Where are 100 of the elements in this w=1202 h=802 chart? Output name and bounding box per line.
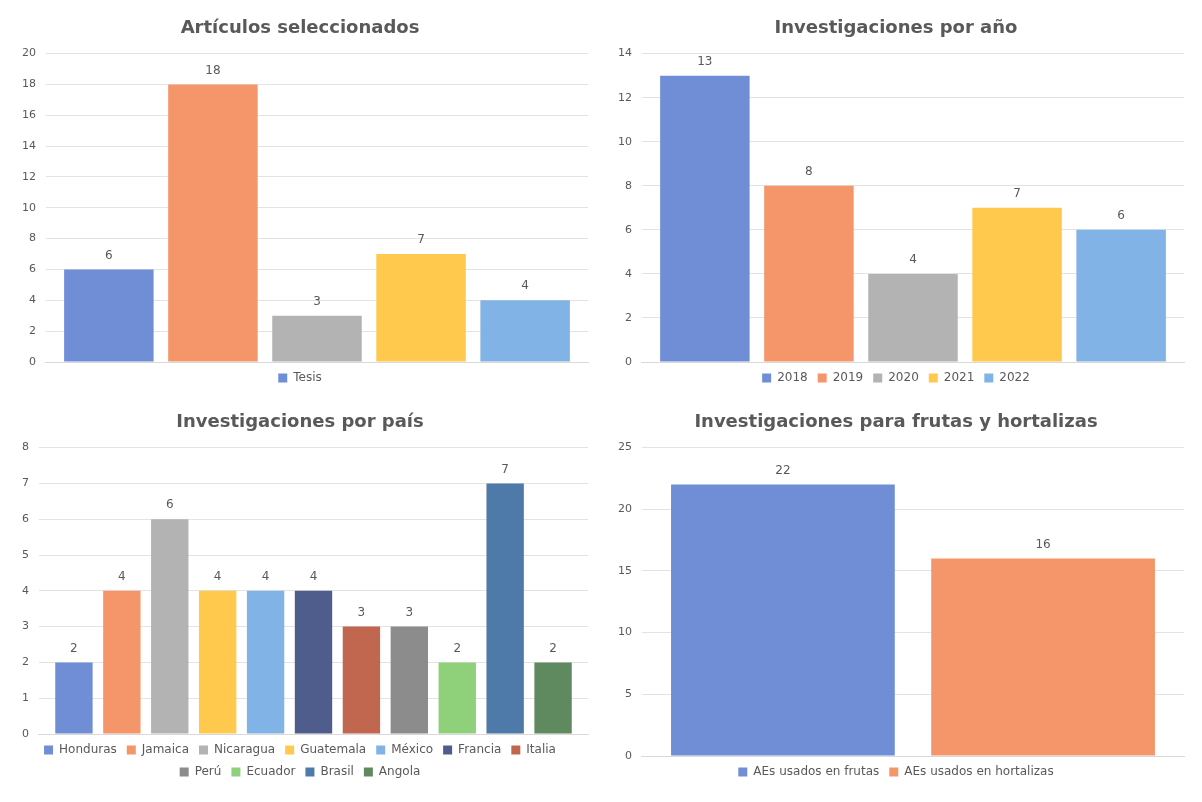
- bar: [294, 590, 333, 734]
- legend-label: Ecuador: [246, 764, 296, 779]
- data-label: 6: [105, 247, 113, 262]
- legend-label: 2021: [943, 370, 975, 385]
- y-tick-label: 12: [618, 90, 632, 104]
- legend-label: 2022: [999, 370, 1030, 385]
- legend-label: AEs usados en hortalizas: [904, 764, 1054, 779]
- data-label: 4: [309, 568, 318, 583]
- legend-label: Perú: [194, 764, 222, 779]
- bar: [660, 75, 750, 362]
- data-label: 4: [118, 568, 126, 583]
- data-label: 18: [205, 62, 221, 77]
- bar: [342, 626, 381, 734]
- data-label: 7: [1013, 185, 1021, 200]
- bar: [376, 254, 466, 362]
- chart-title: Investigaciones por año: [774, 16, 1018, 38]
- y-tick-label: 0: [29, 354, 36, 368]
- bar: [438, 662, 476, 734]
- y-tick-label: 18: [22, 77, 36, 91]
- bar: [246, 590, 285, 734]
- data-label: 22: [775, 462, 791, 477]
- bar: [486, 483, 524, 734]
- y-tick-label: 2: [22, 655, 29, 669]
- y-tick-label: 5: [22, 547, 29, 561]
- data-label: 7: [417, 232, 425, 247]
- y-tick-label: 8: [625, 178, 632, 192]
- data-label: 3: [313, 293, 321, 308]
- bar: [168, 84, 258, 362]
- data-label: 4: [261, 568, 270, 583]
- legend-label: Honduras: [59, 742, 117, 757]
- bar: [868, 273, 958, 362]
- y-tick-label: 6: [22, 512, 29, 526]
- data-label: 6: [1117, 207, 1125, 222]
- y-tick-label: 2: [625, 310, 632, 324]
- bar: [64, 269, 154, 362]
- legend-label: 2020: [888, 370, 919, 385]
- y-tick-label: 4: [625, 266, 632, 280]
- y-tick-label: 8: [22, 440, 29, 454]
- y-tick-label: 25: [618, 440, 632, 454]
- legend-label: Brasil: [320, 764, 354, 779]
- data-label: 3: [405, 604, 414, 619]
- data-label: 2: [453, 640, 462, 655]
- data-label: 3: [357, 604, 366, 619]
- chart-title: Investigaciones por país: [176, 410, 424, 432]
- bar: [534, 662, 572, 734]
- data-label: 2: [549, 640, 557, 655]
- y-tick-label: 20: [618, 502, 632, 516]
- data-label: 6: [165, 497, 174, 512]
- y-tick-label: 15: [618, 563, 632, 577]
- data-label: 7: [501, 461, 509, 476]
- data-label: 2: [70, 640, 78, 655]
- legend-label: México: [391, 742, 434, 757]
- legend-label: Tesis: [292, 370, 322, 385]
- y-tick-label: 7: [22, 476, 29, 490]
- y-tick-label: 12: [22, 169, 36, 183]
- y-tick-label: 10: [618, 134, 632, 148]
- bar: [390, 626, 429, 734]
- y-tick-label: 14: [22, 138, 36, 152]
- y-tick-label: 3: [22, 619, 29, 633]
- bar: [480, 300, 570, 362]
- legend-label: Francia: [458, 742, 502, 757]
- y-tick-label: 20: [22, 46, 36, 60]
- legend-label: 2018: [777, 370, 808, 385]
- y-tick-label: 4: [29, 293, 36, 307]
- legend-label: 2019: [832, 370, 864, 385]
- bar: [103, 590, 141, 734]
- y-tick-label: 5: [625, 687, 632, 701]
- legend-label: Italia: [526, 742, 556, 757]
- y-tick-label: 10: [22, 200, 36, 214]
- bar: [972, 207, 1062, 362]
- data-label: 13: [697, 53, 713, 68]
- y-tick-label: 8: [29, 231, 36, 245]
- y-tick-label: 0: [22, 726, 29, 740]
- legend-label: Nicaragua: [214, 742, 276, 757]
- chart-title: Artículos seleccionados: [180, 16, 420, 38]
- y-tick-label: 2: [29, 324, 36, 338]
- bar: [272, 315, 362, 362]
- y-tick-label: 1: [22, 691, 29, 705]
- data-label: 4: [213, 568, 222, 583]
- y-tick-label: 6: [625, 222, 632, 236]
- y-tick-label: 10: [618, 625, 632, 639]
- y-tick-label: 0: [625, 748, 632, 762]
- bar: [151, 519, 189, 734]
- y-tick-label: 0: [625, 354, 632, 368]
- data-label: 4: [909, 252, 917, 267]
- bar: [1076, 229, 1166, 362]
- y-tick-label: 6: [29, 262, 36, 276]
- data-label: 4: [521, 278, 529, 293]
- y-tick-label: 14: [618, 46, 632, 60]
- legend-label: Guatemala: [300, 742, 367, 757]
- data-label: 16: [1035, 536, 1051, 551]
- data-label: 8: [805, 163, 813, 178]
- legend-label: Jamaica: [140, 742, 190, 757]
- chart-title: Investigaciones para frutas y hortalizas: [694, 410, 1098, 432]
- legend-label: Angola: [378, 764, 421, 779]
- y-tick-label: 16: [22, 108, 36, 122]
- bar: [198, 590, 237, 734]
- bar: [55, 662, 93, 734]
- y-tick-label: 4: [22, 583, 29, 597]
- bar: [764, 185, 854, 362]
